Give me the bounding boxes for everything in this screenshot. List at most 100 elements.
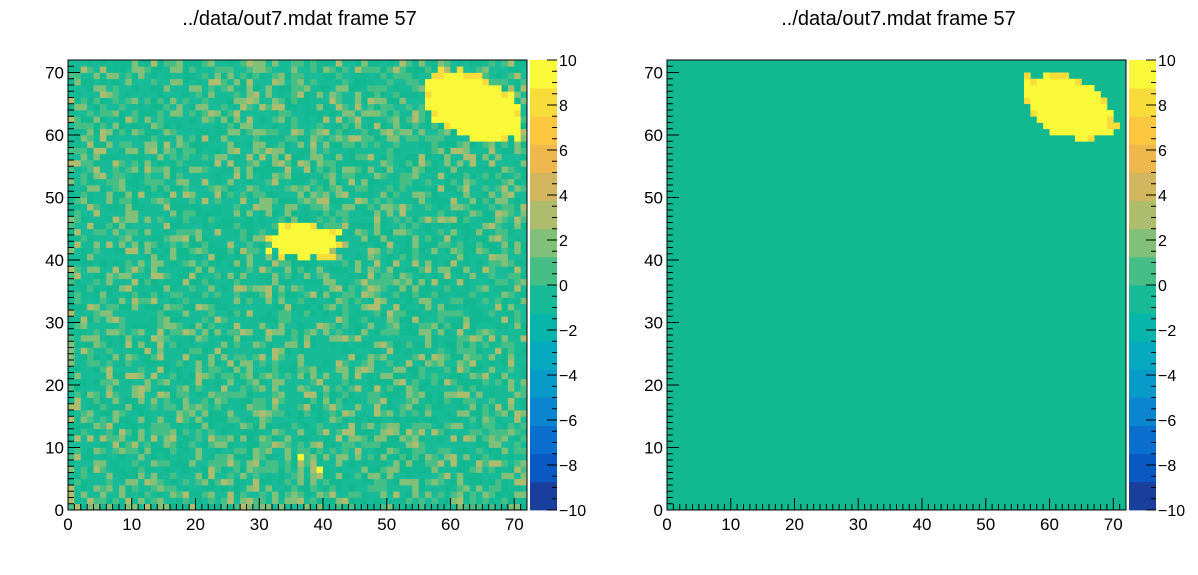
heatmap-cell [342, 366, 349, 373]
heatmap-cell [405, 416, 413, 423]
heatmap-cell [303, 503, 311, 511]
heatmap-cell [393, 91, 400, 98]
heatmap-cell [380, 247, 388, 255]
heatmap-cell [310, 322, 317, 330]
heatmap-cell [386, 485, 394, 492]
heatmap-cell [214, 322, 222, 330]
heatmap-cell [329, 197, 337, 205]
heatmap-cell [278, 85, 286, 92]
heatmap-cell [507, 272, 515, 280]
heatmap-cell [99, 166, 107, 173]
heatmap-cell [233, 266, 241, 273]
heatmap-cell [138, 228, 145, 236]
heatmap-cell [501, 491, 509, 498]
heatmap-cell [444, 178, 451, 186]
heatmap-cell [303, 241, 311, 248]
heatmap-cell [482, 478, 490, 486]
heatmap-cell [437, 303, 445, 311]
heatmap-cell [405, 478, 413, 486]
heatmap-cell [412, 210, 419, 217]
heatmap-cell [80, 303, 88, 311]
heatmap-cell [514, 303, 521, 311]
heatmap-cell [246, 478, 254, 486]
heatmap-cell [252, 160, 260, 167]
heatmap-cell [246, 160, 254, 167]
heatmap-cell [425, 141, 432, 148]
heatmap-cell [501, 216, 509, 223]
heatmap-cell [431, 310, 439, 317]
heatmap-cell [99, 310, 107, 317]
heatmap-cell [265, 103, 273, 111]
heatmap-cell [252, 278, 260, 286]
heatmap-cell [112, 72, 120, 80]
heatmap-cell [170, 203, 177, 211]
heatmap-cell [214, 441, 222, 448]
heatmap-cell [507, 122, 515, 130]
heatmap-cell [437, 141, 445, 148]
heatmap-cell [386, 253, 394, 261]
heatmap-cell [201, 316, 209, 323]
heatmap-cell [469, 491, 477, 498]
heatmap-cell [450, 222, 458, 230]
heatmap-cell [150, 185, 158, 192]
heatmap-cell [405, 85, 413, 92]
heatmap-cell [488, 497, 496, 505]
heatmap-cell [354, 416, 362, 423]
heatmap-cell [456, 341, 464, 348]
heatmap-cell [495, 385, 502, 392]
heatmap-cell [221, 366, 228, 373]
heatmap-cell [335, 103, 343, 111]
heatmap-cell [259, 278, 266, 286]
heatmap-cell [444, 385, 451, 392]
heatmap-cell [163, 241, 171, 248]
heatmap-cell [386, 172, 394, 180]
heatmap-cell [444, 216, 451, 223]
heatmap-cell [272, 278, 279, 286]
heatmap-cell [501, 141, 509, 148]
heatmap-cell [495, 78, 502, 86]
heatmap-cell [80, 160, 88, 167]
heatmap-cell [157, 216, 164, 223]
heatmap-cell [99, 85, 107, 92]
heatmap-cell [74, 241, 82, 248]
heatmap-cell [482, 103, 490, 111]
heatmap-cell [291, 303, 298, 311]
heatmap-cell [221, 122, 228, 130]
heatmap-cell [354, 366, 362, 373]
heatmap-cell [386, 335, 394, 342]
heatmap-cell [74, 216, 82, 223]
heatmap-cell [189, 322, 196, 330]
heatmap-cell [252, 153, 260, 161]
heatmap-cell [252, 385, 260, 392]
heatmap-cell [297, 166, 305, 173]
heatmap-cell [386, 97, 394, 105]
heatmap-cell [316, 360, 324, 367]
heatmap-cell [444, 428, 451, 436]
heatmap-cell [323, 403, 330, 411]
heatmap-cell [112, 253, 120, 261]
heatmap-cell [252, 410, 260, 417]
heatmap-cell [150, 366, 158, 373]
heatmap-cell [138, 428, 145, 436]
heatmap-cell [329, 172, 337, 180]
heatmap-cell [119, 472, 126, 480]
heatmap-cell [74, 422, 82, 430]
heatmap-cell [482, 503, 490, 511]
heatmap-cell [189, 378, 196, 386]
heatmap-cell [405, 378, 413, 386]
heatmap-cell [488, 453, 496, 461]
heatmap-cell [514, 478, 521, 486]
heatmap-cell [469, 78, 477, 86]
heatmap-cell [68, 266, 75, 273]
heatmap-cell [221, 116, 228, 123]
heatmap-cell [291, 441, 298, 448]
heatmap-cell [272, 335, 279, 342]
heatmap-cell [112, 197, 120, 205]
heatmap-cell [342, 322, 349, 330]
heatmap-cell [463, 428, 470, 436]
heatmap-cell [329, 410, 337, 417]
heatmap-cell [399, 185, 407, 192]
heatmap-cell [335, 297, 343, 305]
heatmap-cell [463, 447, 470, 455]
heatmap-cell [119, 466, 126, 473]
